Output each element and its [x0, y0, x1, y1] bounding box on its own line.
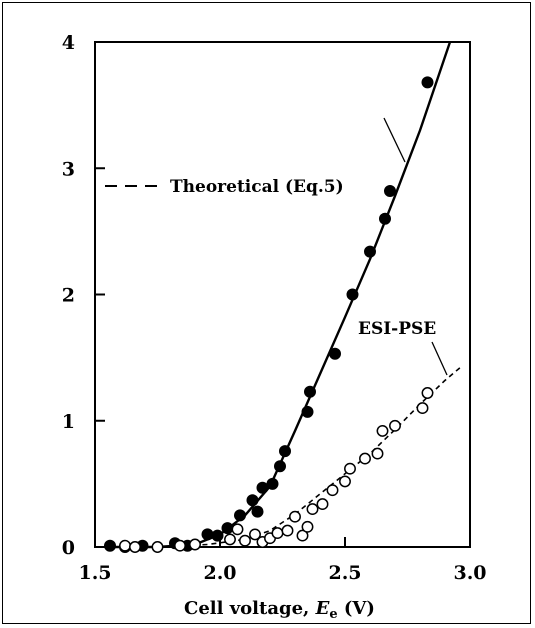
open-data-point [151, 541, 164, 553]
open-data-point [231, 523, 244, 536]
y-tick-label: 0 [62, 537, 75, 559]
filled-data-point [384, 185, 396, 197]
filled-data-point [379, 212, 391, 225]
filled-data-point [266, 477, 279, 490]
fit-lines [115, 41, 461, 549]
open-data-point [416, 402, 429, 415]
open-data-point [371, 447, 384, 460]
x-axis-title: Cell voltage, Ee (V) [184, 598, 375, 622]
theoretical-pointer-line [383, 117, 406, 163]
open-data-point [359, 452, 371, 465]
open-data-point [271, 527, 284, 540]
y-tick-label: 4 [62, 32, 75, 54]
filled-data-point [221, 522, 234, 535]
x-axis-title-unit: (V) [338, 598, 375, 619]
open-data-point [189, 538, 201, 551]
open-data-point [306, 503, 319, 516]
filled-data-point [304, 385, 316, 398]
open-data-point [316, 498, 329, 511]
x-axis-title-sub: e [329, 607, 337, 622]
x-tick-label: 1.5 [78, 562, 111, 584]
open-data-point [239, 534, 251, 547]
tick-labels: 1.5 2.0 2.5 3.0 0 1 2 3 4 [62, 32, 487, 584]
annotations: Theoretical (Eq.5) ESI-PSE [105, 117, 448, 376]
filled-data-point [364, 245, 376, 258]
filled-data-point [234, 509, 246, 522]
open-data-point [344, 462, 356, 475]
open-data-point [421, 387, 434, 399]
filled-data-point [251, 505, 264, 518]
data-points [104, 76, 434, 553]
filled-data-point [346, 288, 359, 301]
open-data-point [129, 541, 141, 553]
x-tick-label: 2.5 [328, 562, 361, 584]
open-data-point [224, 533, 236, 546]
x-tick-label: 3.0 [453, 562, 486, 584]
open-data-point [289, 510, 301, 523]
esi-pse-label: ESI-PSE [358, 319, 436, 339]
filled-data-point [329, 347, 341, 360]
filled-data-point [211, 529, 224, 542]
y-tick-label: 1 [62, 411, 75, 433]
open-data-point [301, 520, 314, 533]
filled-data-point [104, 539, 116, 552]
filled-data-point [301, 405, 314, 418]
filled-data-point [246, 494, 259, 507]
open-series-fit-line [157, 367, 461, 548]
open-data-point [281, 524, 294, 537]
open-data-point [119, 539, 131, 552]
filled-data-point [274, 460, 286, 473]
open-data-point [296, 529, 309, 542]
open-data-point [249, 528, 261, 541]
filled-data-point [421, 76, 434, 89]
figure-frame [2, 2, 531, 624]
open-data-point [376, 424, 389, 437]
open-data-point [326, 484, 339, 497]
y-tick-label: 3 [62, 158, 75, 180]
open-data-point [389, 419, 401, 432]
filled-data-point [201, 528, 214, 541]
filled-data-point [256, 481, 269, 494]
esi-pointer-line [431, 341, 448, 376]
x-tick-label: 2.0 [203, 562, 236, 584]
x-axis-title-var: E [315, 598, 330, 619]
legend-theoretical-label: Theoretical (Eq.5) [170, 177, 344, 197]
y-tick-label: 2 [62, 285, 75, 307]
open-data-point [174, 539, 186, 552]
filled-data-point [279, 445, 291, 458]
open-data-point [339, 475, 351, 488]
x-axis-title-prefix: Cell voltage, [184, 598, 316, 619]
